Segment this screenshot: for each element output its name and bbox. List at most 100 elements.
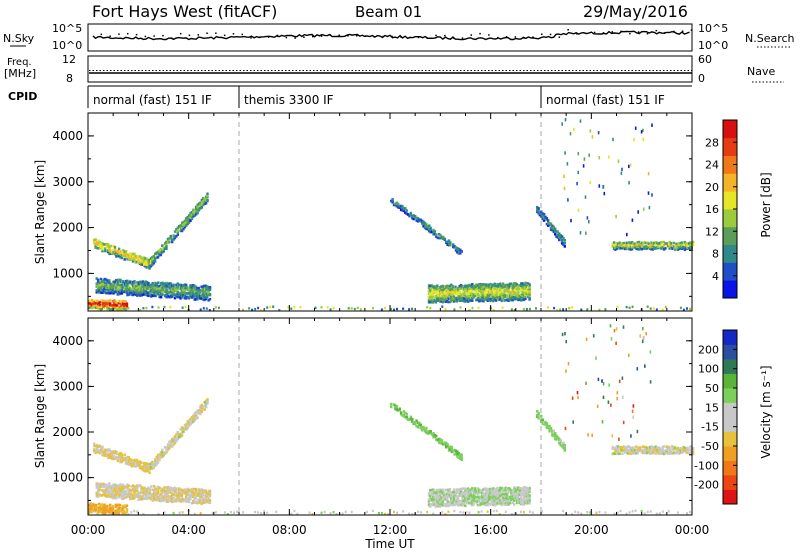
echo-cell bbox=[657, 245, 660, 248]
echo-cell bbox=[168, 287, 171, 290]
echo-cell bbox=[613, 512, 616, 516]
echo-cell bbox=[100, 307, 103, 311]
echo-cell bbox=[124, 504, 127, 507]
echo-cell bbox=[622, 246, 625, 249]
echo-cell bbox=[172, 438, 175, 442]
echo-cell bbox=[514, 291, 517, 294]
echo-cell bbox=[93, 304, 96, 307]
echo-cell bbox=[121, 506, 124, 510]
echo-cell bbox=[189, 495, 192, 499]
echo-cell bbox=[485, 491, 488, 494]
echo-cell bbox=[124, 289, 128, 293]
echo-cell bbox=[172, 511, 175, 515]
echo-cell bbox=[459, 252, 462, 255]
echo-cell bbox=[471, 497, 474, 501]
echo-cell bbox=[653, 241, 656, 245]
echo-cell bbox=[496, 287, 499, 290]
echo-cell bbox=[511, 490, 514, 494]
echo-cell bbox=[541, 510, 543, 513]
echo-cell bbox=[180, 296, 184, 299]
echo-cell bbox=[611, 452, 614, 456]
noise-search-dot bbox=[364, 35, 367, 37]
noise-search-dot bbox=[312, 35, 314, 38]
echo-cell bbox=[106, 491, 110, 494]
echo-cell bbox=[166, 290, 170, 293]
echo-cell bbox=[521, 489, 524, 493]
echo-cell bbox=[673, 248, 677, 251]
echo-cell bbox=[203, 295, 206, 299]
echo-cell bbox=[144, 491, 147, 494]
echo-cell bbox=[329, 512, 332, 515]
echo-cell bbox=[643, 445, 646, 449]
echo-cell bbox=[115, 255, 118, 258]
echo-cell bbox=[96, 280, 100, 283]
echo-cell bbox=[524, 297, 527, 301]
echo-cell bbox=[612, 446, 616, 450]
echo-cell bbox=[624, 247, 627, 251]
echo-cell bbox=[201, 298, 205, 301]
echo-cell bbox=[408, 214, 411, 218]
echo-cell bbox=[111, 450, 114, 453]
noise-right-label: N.Search bbox=[745, 32, 795, 45]
echo-cell bbox=[554, 437, 557, 441]
echo-cell bbox=[201, 489, 205, 492]
echo-cell bbox=[489, 487, 492, 491]
echo-cell bbox=[117, 455, 121, 459]
echo-cell bbox=[458, 292, 461, 295]
echo-cell bbox=[452, 243, 455, 246]
echo-cell bbox=[204, 195, 208, 199]
echo-cell bbox=[654, 247, 657, 250]
echo-cell bbox=[179, 432, 182, 436]
echo-cell bbox=[458, 503, 461, 506]
echo-cell bbox=[133, 292, 136, 296]
noise-right-tick-top: 10^5 bbox=[698, 22, 728, 35]
echo-cell bbox=[144, 265, 147, 268]
echo-cell bbox=[486, 495, 489, 499]
echo-cell bbox=[653, 450, 656, 453]
echo-cell bbox=[184, 305, 187, 309]
echo-cell bbox=[507, 488, 510, 492]
echo-cell bbox=[679, 450, 682, 454]
echo-cell bbox=[196, 292, 199, 295]
echo-cell bbox=[187, 419, 191, 422]
echo-cell bbox=[148, 290, 152, 294]
echo-cell bbox=[95, 482, 98, 485]
echo-cell bbox=[141, 285, 145, 288]
echo-cell bbox=[618, 437, 620, 441]
colorbar-swatch bbox=[723, 191, 737, 210]
echo-cell bbox=[625, 246, 628, 249]
echo-cell bbox=[89, 303, 92, 307]
echo-cell bbox=[411, 214, 414, 218]
echo-cell bbox=[126, 279, 129, 283]
echo-cell bbox=[100, 509, 103, 512]
echo-cell bbox=[637, 446, 641, 450]
echo-cell bbox=[506, 495, 509, 498]
echo-cell bbox=[664, 242, 667, 245]
echo-cell bbox=[113, 280, 117, 283]
echo-cell bbox=[508, 498, 512, 501]
echo-cell bbox=[193, 412, 196, 415]
echo-cell bbox=[668, 247, 671, 250]
echo-cell bbox=[577, 511, 580, 514]
echo-cell bbox=[371, 307, 374, 310]
echo-cell bbox=[528, 286, 531, 289]
echo-cell bbox=[159, 456, 163, 459]
echo-cell bbox=[165, 240, 168, 244]
echo-cell bbox=[171, 290, 174, 293]
echo-cell bbox=[562, 443, 565, 447]
echo-cell bbox=[197, 294, 200, 298]
echo-cell bbox=[654, 243, 657, 246]
echo-cell bbox=[173, 293, 177, 297]
echo-cell bbox=[123, 251, 126, 255]
echo-cell bbox=[462, 511, 465, 514]
echo-cell bbox=[611, 242, 614, 246]
echo-cell bbox=[100, 446, 103, 449]
echo-cell bbox=[661, 510, 664, 513]
echo-cell bbox=[101, 447, 104, 451]
echo-cell bbox=[124, 511, 127, 515]
echo-cell bbox=[163, 244, 167, 247]
echo-cell bbox=[432, 432, 435, 435]
echo-cell bbox=[187, 287, 191, 290]
echo-cell bbox=[195, 212, 198, 216]
echo-cell bbox=[621, 242, 624, 245]
